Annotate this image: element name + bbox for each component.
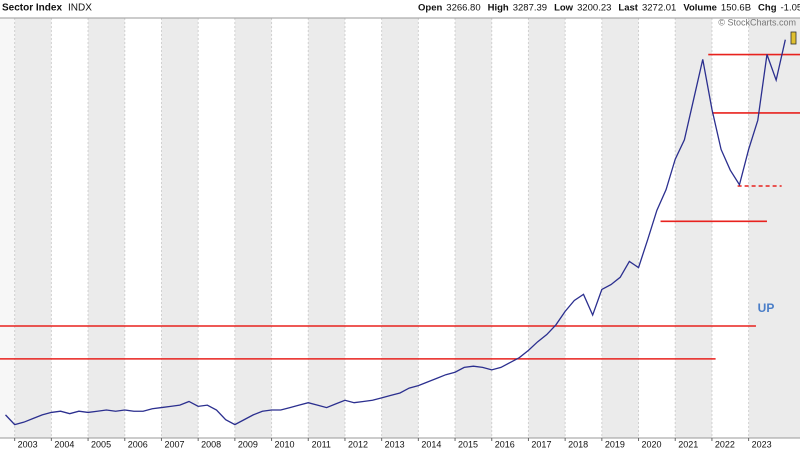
quote-label: Last bbox=[618, 3, 638, 14]
x-tick-label: 2014 bbox=[421, 439, 441, 449]
x-tick-label: 2015 bbox=[458, 439, 478, 449]
x-tick-label: 2022 bbox=[715, 439, 735, 449]
x-tick-label: 2005 bbox=[91, 439, 111, 449]
year-band bbox=[161, 18, 199, 438]
x-tick-label: 2021 bbox=[678, 439, 698, 449]
year-band bbox=[528, 18, 566, 438]
x-tick-label: 2016 bbox=[495, 439, 515, 449]
x-tick-label: 2011 bbox=[312, 439, 331, 449]
x-tick-label: 2017 bbox=[531, 439, 551, 449]
x-tick-label: 2018 bbox=[568, 439, 588, 449]
x-tick-label: 2008 bbox=[201, 439, 221, 449]
x-tick-label: 2003 bbox=[18, 439, 38, 449]
x-tick-label: 2006 bbox=[128, 439, 148, 449]
x-tick-label: 2019 bbox=[605, 439, 625, 449]
quote-label: High bbox=[488, 3, 509, 14]
x-tick-label: 2012 bbox=[348, 439, 368, 449]
quote-value: 3200.23 bbox=[577, 3, 611, 14]
last-bar-marker bbox=[790, 31, 797, 45]
quote-value: 3272.01 bbox=[642, 3, 676, 14]
x-tick-label: 2013 bbox=[385, 439, 405, 449]
year-band bbox=[14, 18, 52, 438]
year-band bbox=[748, 18, 800, 438]
quote-value: 3266.80 bbox=[446, 3, 480, 14]
quote-value: 150.6B bbox=[721, 3, 751, 14]
quote-value: 3287.39 bbox=[513, 3, 547, 14]
quote-label: Open bbox=[418, 3, 442, 14]
quote-label: Low bbox=[554, 3, 574, 14]
year-band bbox=[675, 18, 712, 438]
x-tick-label: 2023 bbox=[752, 439, 772, 449]
year-band bbox=[0, 18, 15, 438]
watermark: © StockCharts.com bbox=[718, 17, 796, 27]
x-tick-label: 2020 bbox=[642, 439, 662, 449]
year-band bbox=[381, 18, 419, 438]
quote-value: -1.05 (-0.03%) bbox=[781, 3, 800, 14]
x-tick-label: 2004 bbox=[54, 439, 74, 449]
chart-title: Sector Index bbox=[2, 3, 62, 14]
year-band bbox=[234, 18, 272, 438]
year-band bbox=[88, 18, 125, 438]
x-tick-label: 2007 bbox=[164, 439, 184, 449]
year-band bbox=[455, 18, 492, 438]
x-tick-label: 2010 bbox=[275, 439, 295, 449]
year-band bbox=[308, 18, 345, 438]
annotation: UP bbox=[758, 301, 775, 315]
x-tick-label: 2009 bbox=[238, 439, 258, 449]
chart-subtitle: INDX bbox=[68, 3, 92, 14]
quote: Open 3266.80 High 3287.39 Low 3200.23 Last 3272… bbox=[418, 3, 800, 14]
year-bands bbox=[0, 18, 800, 438]
quote-label: Chg bbox=[758, 3, 777, 14]
quote-label: Volume bbox=[683, 3, 717, 14]
price-line bbox=[5, 39, 786, 426]
year-band bbox=[601, 18, 639, 438]
